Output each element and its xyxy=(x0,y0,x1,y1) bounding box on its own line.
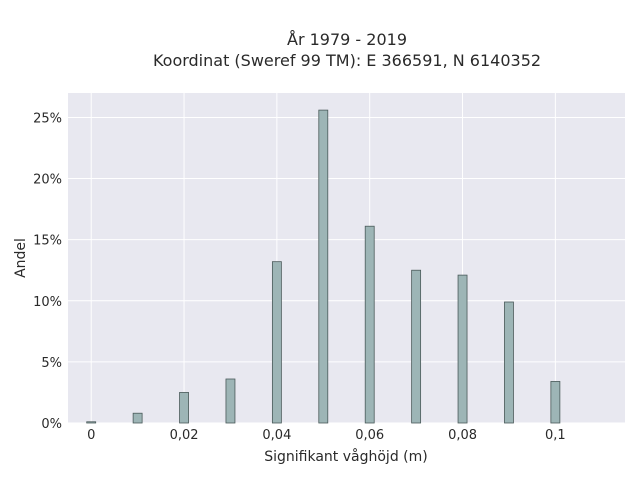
x-tick-label-3: 0,06 xyxy=(355,428,384,443)
y-tick-labels: 0% 5% 10% 15% 20% 25% xyxy=(33,111,62,432)
x-tick-label-0: 0 xyxy=(87,428,95,443)
x-tick-label-2: 0,04 xyxy=(262,428,291,443)
y-tick-label-0: 0% xyxy=(41,417,62,432)
bar-9 xyxy=(504,301,514,424)
bar-5 xyxy=(318,109,329,424)
y-tick-label-1: 5% xyxy=(41,356,62,371)
bar-1 xyxy=(132,412,143,424)
x-tick-label-1: 0,02 xyxy=(170,428,199,443)
y-tick-label-4: 20% xyxy=(33,173,62,188)
y-tick-label-5: 25% xyxy=(33,111,62,126)
x-tick-label-5: 0,1 xyxy=(545,428,566,443)
x-axis-label: Signifikant våghöjd (m) xyxy=(264,448,427,465)
y-tick-label-2: 10% xyxy=(33,295,62,310)
bar-4 xyxy=(271,261,282,424)
bar-7 xyxy=(411,269,422,424)
bar-6 xyxy=(364,225,375,424)
chart-title-line-1: År 1979 - 2019 xyxy=(287,30,407,49)
bar-2 xyxy=(179,392,189,424)
x-tick-labels: 0 0,02 0,04 0,06 0,08 0,1 xyxy=(87,428,566,443)
bar-3 xyxy=(225,378,236,424)
grid-lines xyxy=(68,93,625,424)
bar-10 xyxy=(550,381,561,424)
chart-title-line-2: Koordinat (Sweref 99 TM): E 366591, N 61… xyxy=(153,51,541,70)
plot-area xyxy=(68,93,625,423)
bars xyxy=(86,109,561,424)
bar-8 xyxy=(457,274,468,424)
y-axis-label: Andel xyxy=(13,238,29,278)
y-tick-label-3: 15% xyxy=(33,234,62,249)
bar-0 xyxy=(86,421,97,424)
x-tick-label-4: 0,08 xyxy=(448,428,477,443)
